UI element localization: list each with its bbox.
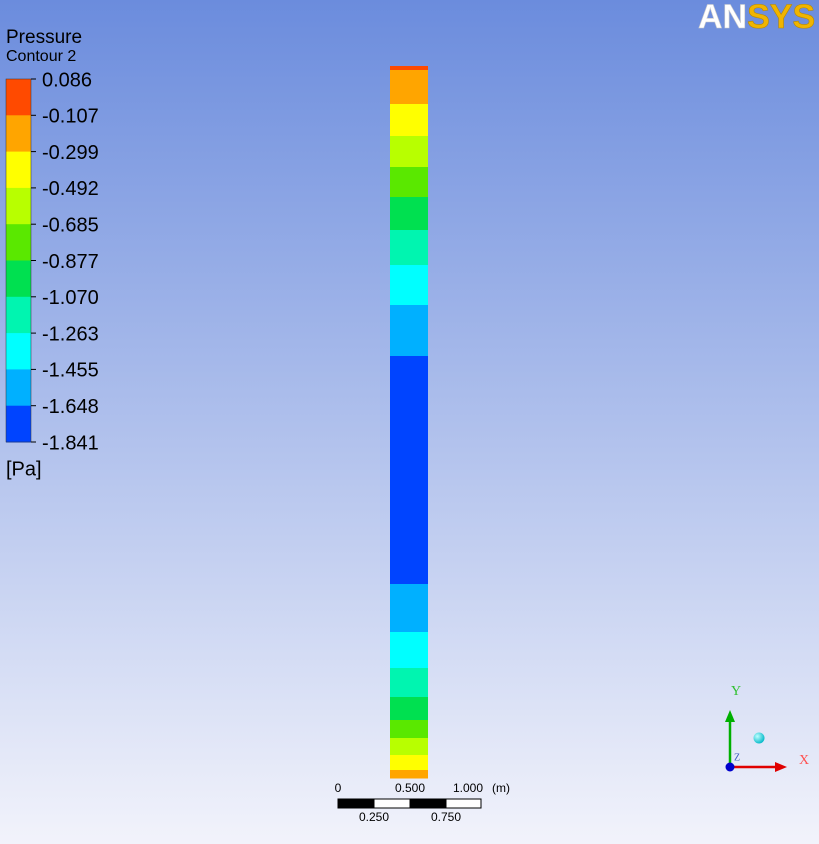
contour-band (390, 738, 428, 756)
legend-label: -1.070 (42, 287, 99, 309)
legend-label: -1.841 (42, 432, 99, 454)
legend-title: Pressure (6, 27, 82, 48)
legend-band (6, 296, 31, 334)
legend-label: -1.455 (42, 360, 99, 382)
contour-band (390, 770, 428, 779)
contour-geometry (390, 66, 428, 779)
legend-band (6, 405, 31, 443)
contour-band (390, 66, 428, 71)
scale-segment (337, 798, 375, 809)
contour-band (390, 167, 428, 198)
scale-label: 0.750 (431, 810, 461, 824)
legend-label: -0.107 (42, 106, 99, 128)
legend-band (6, 79, 31, 116)
scale-label: 0.250 (359, 810, 389, 824)
x-axis-label: X (799, 753, 809, 768)
contour-band (390, 720, 428, 739)
z-axis-label: Z (734, 752, 740, 763)
y-arrow-head (725, 710, 735, 722)
contour-band (390, 136, 428, 168)
legend-band (6, 333, 31, 370)
x-arrow-head (775, 762, 787, 772)
contour-band (390, 104, 428, 137)
legend: 0.086 -0.107 -0.299 -0.492 -0.685 -0.877 -1.07… (5, 69, 99, 454)
scale-unit: (m) (492, 781, 510, 795)
legend-label: -0.299 (42, 142, 99, 164)
scale-label: 0.500 (395, 781, 425, 795)
legend-band (6, 187, 31, 225)
scale-segment (409, 798, 447, 809)
contour-band (390, 632, 428, 669)
contour-band (390, 668, 428, 698)
contour-band (390, 70, 428, 105)
logo: ANSYS (698, 0, 815, 36)
contour-band (390, 265, 428, 306)
y-axis-label: Y (731, 684, 741, 699)
scale-segment (445, 798, 482, 809)
legend-label: 0.086 (42, 69, 92, 91)
scale-label: 1.000 (453, 781, 483, 795)
contour-band (390, 305, 428, 357)
scale-label: 0 (335, 781, 342, 795)
rotation-sphere (753, 732, 765, 744)
legend-subtitle: Contour 2 (6, 48, 76, 65)
legend-label: -0.492 (42, 178, 99, 200)
scale-segment (373, 798, 411, 809)
legend-label: -0.685 (42, 214, 99, 236)
legend-band (6, 115, 31, 153)
contour-band (390, 697, 428, 721)
legend-band (6, 224, 31, 261)
legend-label: -1.648 (42, 396, 99, 418)
logo-part: SYS (747, 0, 815, 36)
legend-label: -1.263 (42, 323, 99, 345)
legend-label: -0.877 (42, 251, 99, 273)
legend-unit: [Pa] (6, 458, 42, 480)
scale-bar: 0 0.500 1.000 (m) 0.250 0.750 (335, 781, 510, 824)
z-axis-dot (725, 762, 735, 772)
legend-band (6, 260, 31, 298)
contour-band (390, 584, 428, 633)
logo-part: AN (698, 0, 747, 36)
legend-band (6, 369, 31, 407)
contour-band (390, 230, 428, 266)
axis-triad: Y X Z (725, 684, 809, 772)
contour-band (390, 356, 428, 585)
legend-band (6, 151, 31, 189)
contour-band (390, 755, 428, 771)
contour-band (390, 197, 428, 231)
